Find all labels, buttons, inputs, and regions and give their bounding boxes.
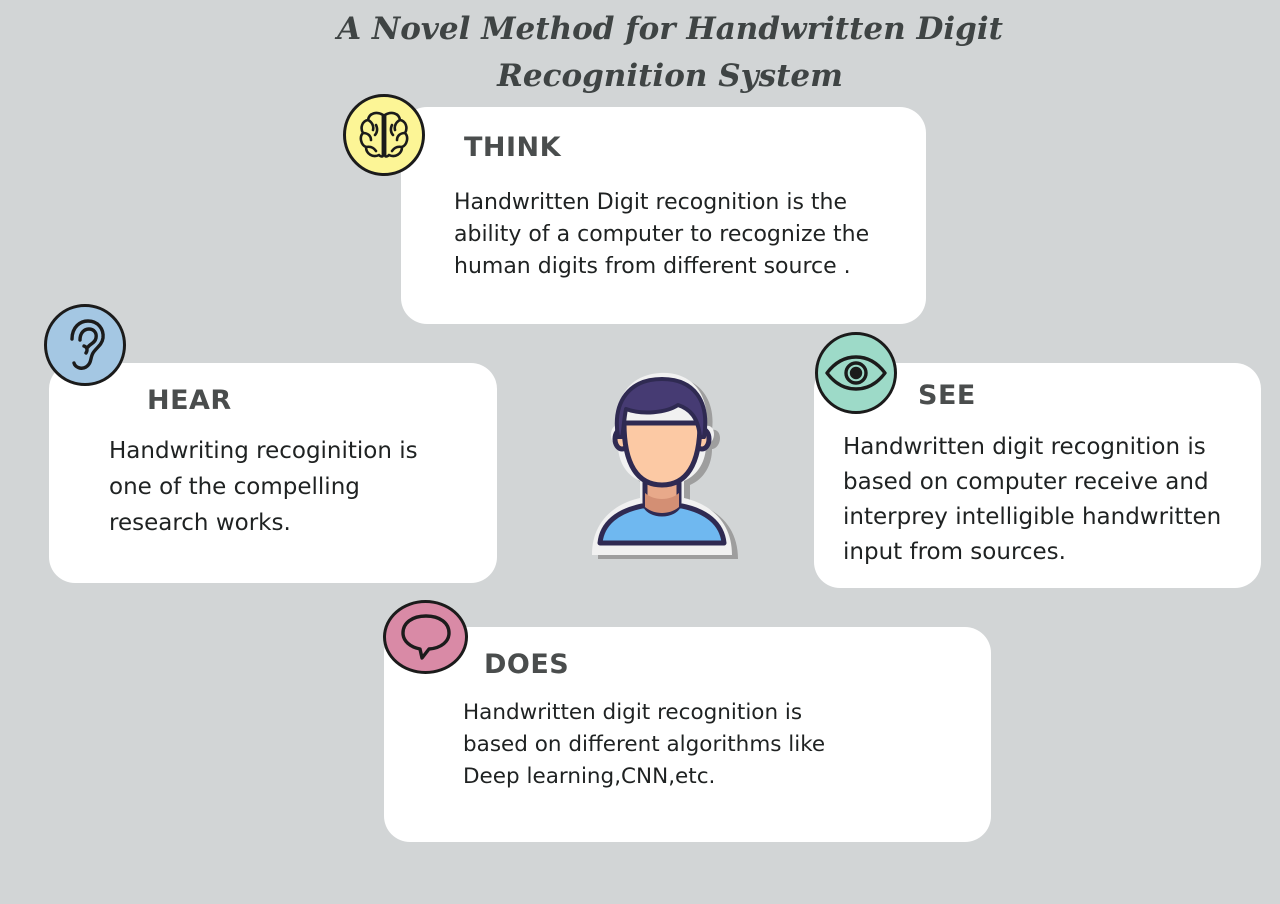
person-icon	[592, 372, 738, 559]
see-heading: SEE	[918, 380, 976, 411]
does-heading: DOES	[484, 649, 570, 680]
person-illustration	[570, 365, 760, 569]
brain-icon	[359, 111, 409, 158]
hear-card: HEAR Handwriting recoginition is one of …	[49, 363, 497, 583]
think-heading: THINK	[464, 132, 562, 163]
think-card: THINK Handwritten Digit recognition is t…	[401, 107, 926, 324]
hear-heading: HEAR	[147, 385, 232, 416]
does-card: DOES Handwritten digit recognition is ba…	[384, 627, 991, 842]
speech-bubble-icon	[400, 614, 451, 660]
see-text: Handwritten digit recognition is based o…	[843, 434, 1222, 565]
speech-badge	[383, 600, 468, 674]
page-title: A Novel Method for Handwritten Digit Rec…	[337, 11, 1003, 94]
hear-text: Handwriting recoginition is one of the c…	[109, 438, 418, 536]
brain-badge	[343, 94, 425, 176]
eye-icon	[825, 355, 887, 391]
ear-icon	[70, 319, 105, 370]
eye-badge	[815, 332, 897, 414]
ear-badge	[44, 304, 126, 386]
does-text: Handwritten digit recognition is based o…	[463, 700, 826, 789]
see-card: SEE Handwritten digit recognition is bas…	[814, 363, 1261, 588]
think-text: Handwritten Digit recognition is the abi…	[454, 190, 870, 279]
